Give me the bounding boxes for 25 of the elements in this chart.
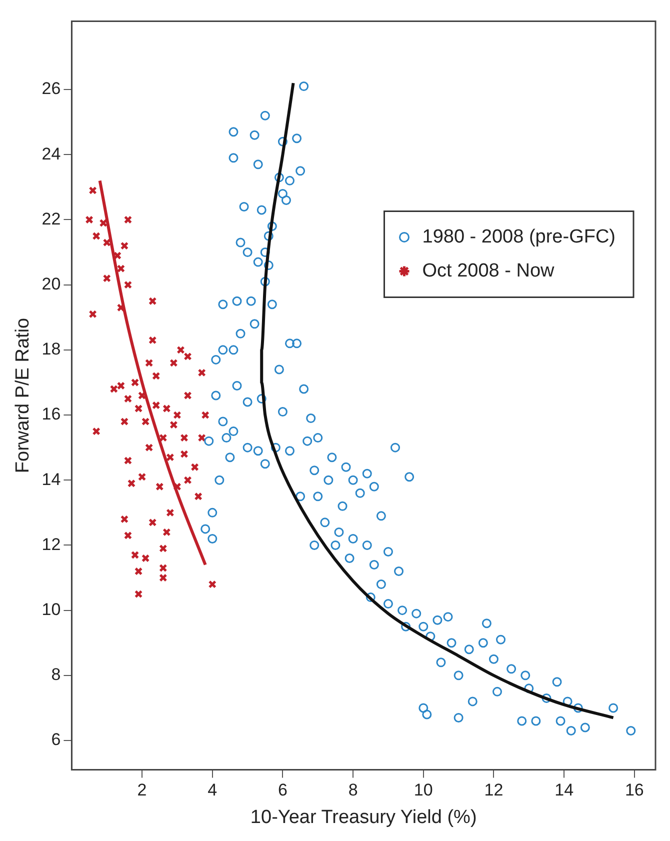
y-tick-label: 20 (42, 274, 61, 294)
x-tick-label: 6 (278, 780, 288, 800)
legend-label: 1980 - 2008 (pre-GFC) (422, 226, 616, 248)
y-tick-label: 22 (42, 209, 61, 228)
x-tick-label: 8 (348, 780, 358, 800)
y-tick-label: 24 (42, 144, 61, 164)
y-tick-label: 16 (42, 404, 61, 424)
y-axis-title: Forward P/E Ratio (12, 318, 34, 474)
x-tick-label: 16 (624, 780, 644, 800)
y-tick-label: 26 (42, 79, 61, 98)
y-tick-label: 10 (42, 600, 61, 620)
x-tick-label: 4 (208, 780, 218, 800)
y-tick-label: 8 (51, 665, 61, 684)
y-tick-label: 6 (51, 730, 61, 750)
y-tick-label: 18 (42, 340, 61, 359)
x-tick-label: 10 (414, 780, 433, 800)
y-tick-label: 14 (42, 470, 61, 489)
x-tick-label: 12 (484, 780, 504, 800)
x-tick-label: 14 (554, 780, 574, 800)
y-tick-label: 12 (42, 534, 61, 554)
line-series (98, 179, 207, 566)
line-series (260, 82, 615, 720)
legend-label: Oct 2008 - Now (422, 260, 555, 282)
x-tick-label: 2 (137, 780, 147, 800)
x-axis-title: 10-Year Treasury Yield (%) (250, 806, 477, 828)
